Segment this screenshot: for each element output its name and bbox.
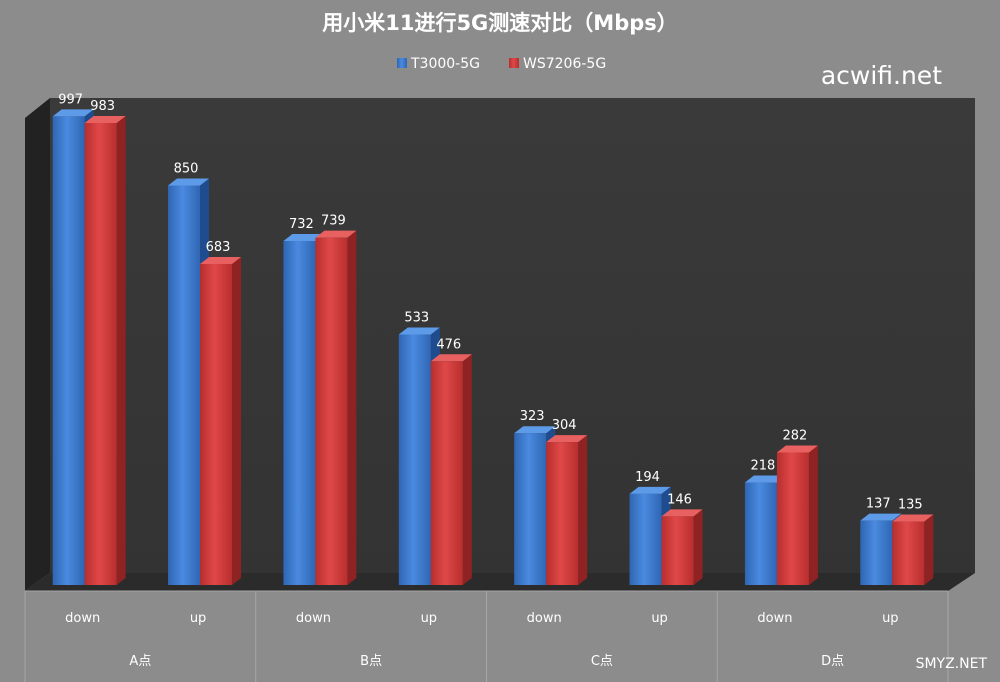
- value-label-t3000-3: 533: [404, 310, 429, 325]
- bar-ws7206-3: [430, 354, 472, 585]
- legend: T3000-5G WS7206-5G: [397, 56, 606, 72]
- bar-side: [808, 445, 818, 585]
- tick-label-0: down: [65, 611, 100, 626]
- value-label-t3000-2: 732: [289, 217, 314, 232]
- legend-label-t3000: T3000-5G: [410, 56, 480, 72]
- legend-swatch-ws7206: [509, 58, 519, 68]
- plot-floor: [25, 573, 975, 591]
- value-label-ws7206-4: 304: [552, 418, 577, 433]
- category-axis: down up down up down up down up A点 B点 C点 D点: [24, 590, 949, 682]
- bar-side: [924, 514, 934, 585]
- tick-label-5: up: [651, 611, 668, 626]
- value-labels-layer: 997 983 850 683 732 739 533 476 323 304 194 146 218 2…: [58, 92, 922, 512]
- bar-top: [776, 445, 818, 453]
- legend-label-ws7206: WS7206-5G: [523, 56, 606, 72]
- value-label-t3000-5: 194: [635, 470, 660, 485]
- value-label-t3000-6: 218: [751, 459, 776, 474]
- bar-front: [52, 116, 85, 585]
- bar-top: [860, 513, 902, 521]
- bar-ws7206-0: [84, 115, 126, 586]
- bar-top: [200, 256, 242, 264]
- bar-front: [776, 452, 809, 585]
- bar-front: [283, 240, 316, 585]
- bar-front: [398, 334, 431, 585]
- value-label-t3000-7: 137: [866, 497, 891, 512]
- bar-top: [546, 435, 588, 443]
- tick-label-3: up: [421, 611, 438, 626]
- bar-front: [860, 520, 893, 585]
- bar-front: [168, 185, 201, 585]
- bar-top: [52, 109, 94, 117]
- bar-side: [232, 256, 242, 585]
- bar-ws7206-1: [200, 256, 242, 585]
- bar-side: [347, 230, 357, 586]
- group-label-0: A点: [129, 654, 151, 669]
- plot-side-wall: [25, 98, 50, 591]
- tick-label-1: up: [190, 611, 207, 626]
- bar-top: [661, 509, 703, 517]
- plot-back-wall: [50, 98, 975, 573]
- bar-top: [283, 233, 325, 241]
- bar-top: [398, 327, 440, 335]
- bar-front: [315, 237, 348, 586]
- bar-top: [629, 486, 671, 494]
- bar-ws7206-2: [315, 230, 357, 586]
- tick-label-6: down: [757, 611, 792, 626]
- value-label-t3000-4: 323: [520, 409, 545, 424]
- value-label-ws7206-2: 739: [321, 214, 346, 229]
- group-label-1: B点: [360, 654, 382, 669]
- value-label-ws7206-5: 146: [667, 492, 692, 507]
- group-label-3: D点: [821, 654, 844, 669]
- bar-front: [546, 442, 579, 585]
- tick-label-2: down: [296, 611, 331, 626]
- bar-ws7206-5: [661, 509, 703, 585]
- value-label-t3000-1: 850: [174, 162, 199, 177]
- bar-front: [430, 361, 463, 585]
- bar-front: [629, 493, 662, 585]
- bar-top: [744, 475, 786, 483]
- legend-item-ws7206: WS7206-5G: [509, 56, 606, 72]
- watermark: acwifi.net: [821, 61, 942, 90]
- bar-ws7206-7: [892, 514, 934, 585]
- bar-ws7206-6: [776, 445, 818, 585]
- bar-top: [892, 514, 934, 522]
- value-label-ws7206-6: 282: [783, 428, 808, 443]
- bar-front: [514, 433, 547, 585]
- bar-top: [430, 354, 472, 362]
- bar-front: [744, 482, 777, 585]
- legend-item-t3000: T3000-5G: [397, 56, 480, 72]
- bar-ws7206-4: [546, 435, 588, 585]
- value-label-ws7206-0: 983: [90, 99, 115, 114]
- bar-front: [84, 122, 117, 586]
- bar-side: [693, 509, 703, 585]
- value-label-t3000-0: 997: [58, 92, 83, 107]
- bar-side: [116, 115, 126, 586]
- bar-top: [514, 426, 556, 434]
- bar-front: [661, 516, 694, 585]
- bar-front: [200, 263, 233, 585]
- chart-title: 用小米11进行5G测速对比（Mbps）: [322, 11, 678, 35]
- tick-label-7: up: [882, 611, 899, 626]
- bar-top: [84, 115, 126, 123]
- tick-label-4: down: [527, 611, 562, 626]
- watermark-corner: SMYZ.NET: [916, 656, 988, 672]
- bar-side: [462, 354, 472, 585]
- bar-top: [168, 178, 210, 186]
- value-label-ws7206-1: 683: [206, 240, 231, 255]
- bar-top: [315, 230, 357, 238]
- value-label-ws7206-7: 135: [898, 498, 923, 513]
- value-label-ws7206-3: 476: [436, 337, 461, 352]
- bar-side: [578, 435, 588, 585]
- bar-front: [892, 521, 925, 585]
- legend-swatch-t3000: [397, 58, 407, 68]
- bars-layer: [52, 109, 934, 586]
- group-label-2: C点: [591, 654, 613, 669]
